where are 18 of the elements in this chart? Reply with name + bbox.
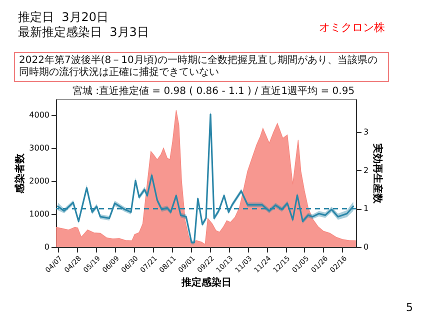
y-tick-label: 3000 [29, 144, 50, 153]
y2-tick-label: 3 [364, 127, 369, 136]
y-axis-title: 感染者数 [14, 152, 26, 194]
y2-axis-title: 実効再生産数 [372, 142, 384, 204]
x-axis-title: 推定感染日 [180, 276, 232, 289]
y-tick-label: 2000 [29, 176, 50, 186]
y-tick-label: 4000 [29, 110, 50, 120]
text: 宮城 :直近推定値 = 0.98 ( 0.86 - 1.1 ) / 直近1週平均 = 0.95 [71, 84, 356, 98]
text: オミクロン株 [319, 20, 385, 35]
y2-tick-label: 1 [364, 204, 369, 214]
y-tick-label: 0 [44, 242, 50, 252]
y-tick-label: 1000 [29, 210, 50, 219]
y2-tick-label: 0 [364, 242, 369, 252]
text: 5 [406, 301, 413, 314]
chart-subtitle: 最新推定感染日 3月3日 [18, 25, 149, 39]
text: 2022年第7波後半(8－10月頃)の一時期に全数把握見直し期間があり、当該県の同時期の流行状況は正確に捕捉できていない [14, 52, 389, 82]
chart-title: 推定日 3月20日 [18, 10, 109, 24]
y2-tick-label: 2 [364, 166, 369, 175]
